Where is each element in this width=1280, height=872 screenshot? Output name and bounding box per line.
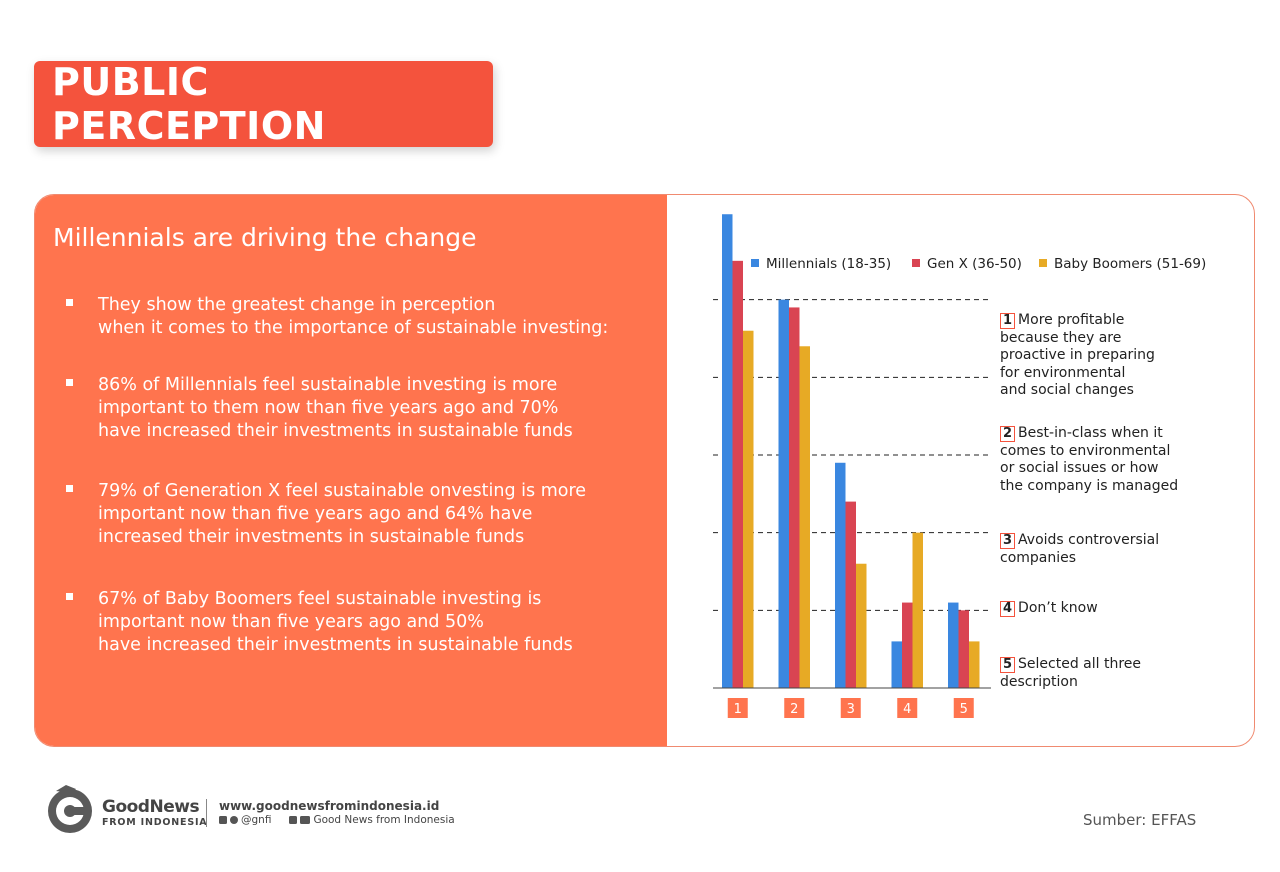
description-text: or social issues or how — [1000, 460, 1159, 476]
bar-1-3 — [835, 462, 846, 688]
description-text: comes to environmental — [1000, 442, 1171, 459]
legend-label: Millennials (18-35) — [766, 256, 891, 272]
bullet-text-line: important now than five years ago and 50… — [98, 612, 484, 632]
category-tick-box — [784, 698, 805, 718]
bullet-marker — [66, 299, 73, 306]
description-text: Don’t know — [1018, 600, 1098, 616]
legend-label: Baby Boomers (51-69) — [1054, 256, 1206, 272]
content-card: Millennials are driving the change They … — [34, 194, 1255, 747]
footer-divider — [206, 799, 207, 827]
description-number: 5 — [1000, 657, 1016, 673]
description-text: the company is managed — [1000, 477, 1179, 494]
bullet-item: 79% of Generation X feel sustainable onv… — [66, 480, 643, 549]
twitter-icon[interactable] — [219, 816, 227, 824]
bar-2-3 — [845, 501, 856, 688]
bullet-text-line: 67% of Baby Boomers feel sustainable inv… — [98, 589, 542, 609]
bar-2-5 — [958, 610, 969, 688]
dragon-logo-icon — [48, 785, 92, 833]
bullet-text-line: have increased their investments in sust… — [98, 421, 573, 441]
legend-swatch — [751, 259, 759, 267]
bullet-item: 67% of Baby Boomers feel sustainable inv… — [66, 588, 643, 657]
bullet-item: They show the greatest change in percept… — [66, 294, 643, 340]
bar-3-5 — [969, 641, 980, 688]
category-tick-box — [840, 698, 861, 718]
bullet-text-line: increased their investments in sustainab… — [98, 527, 525, 547]
summary-panel: Millennials are driving the change They … — [35, 195, 667, 746]
description-text: and social changes — [1000, 382, 1134, 398]
description-text: More profitable — [1018, 312, 1125, 328]
bar-3-1 — [743, 330, 754, 688]
category-tick-box — [897, 698, 918, 718]
legend-swatch — [912, 259, 920, 267]
bar-3-4 — [912, 532, 923, 688]
description-text: companies — [1000, 549, 1077, 566]
legend-label: Gen X (36-50) — [927, 256, 1022, 272]
page-title: PUBLIC PERCEPTION — [52, 60, 326, 148]
bar-3-3 — [856, 563, 867, 688]
description-text: because they are — [1000, 329, 1122, 346]
category-tick-box — [953, 698, 974, 718]
bullet-text-line: 86% of Millennials feel sustainable inve… — [98, 375, 558, 395]
brand-name: GoodNews — [102, 797, 200, 817]
description-item-3: 3 Avoids controversial companies — [1000, 532, 1200, 567]
bullet-text-line: 79% of Generation X feel sustainable onv… — [98, 481, 587, 501]
bar-1-4 — [891, 641, 902, 688]
bullet-marker — [66, 485, 73, 492]
description-item-1: 1 More profitable because they are proact… — [1000, 312, 1200, 400]
source-credit: Sumber: EFFAS — [1083, 811, 1197, 829]
description-number: 4 — [1000, 601, 1016, 617]
instagram-icon[interactable] — [230, 816, 238, 824]
category-tick-box — [727, 698, 748, 718]
description-item-4: 4 Don’t know — [1000, 600, 1200, 618]
social-page-name[interactable]: Good News from Indonesia — [313, 814, 455, 826]
bar-chart: 1 2 3 4 5 Millennials (18-35) Gen X (36-50) Bab… — [713, 214, 1206, 718]
facebook-icon[interactable] — [289, 816, 298, 824]
description-text: for environmental — [1000, 364, 1126, 381]
legend-swatch — [1039, 259, 1047, 267]
bar-1-2 — [778, 299, 789, 688]
description-text: description — [1000, 673, 1078, 690]
title-banner: PUBLIC PERCEPTION — [34, 60, 493, 148]
bullet-text-line: important to them now than five years ag… — [98, 398, 559, 418]
bullet-text-line: when it comes to the importance of susta… — [98, 318, 609, 338]
category-tick-label: 5 — [960, 702, 968, 717]
bar-3-2 — [799, 346, 810, 688]
category-tick-label: 2 — [790, 702, 798, 717]
website-link[interactable]: www.goodnewsfromindonesia.id — [219, 799, 440, 813]
bar-2-1 — [732, 260, 743, 688]
bar-2-4 — [902, 602, 913, 688]
bar-1-1 — [722, 214, 733, 688]
description-number: 3 — [1000, 533, 1016, 549]
bar-2-2 — [789, 307, 800, 688]
description-item-2: 2 Best-in-class when it comes to environm… — [1000, 425, 1200, 495]
summary-title: Millennials are driving the change — [53, 223, 477, 252]
category-tick-label: 1 — [734, 702, 742, 717]
description-number: 1 — [1000, 313, 1016, 329]
description-number: 2 — [1000, 426, 1016, 442]
bullet-item: 86% of Millennials feel sustainable inve… — [66, 374, 643, 443]
bullet-text-line: They show the greatest change in percept… — [98, 295, 496, 315]
bullet-text-line: important now than five years ago and 64… — [98, 504, 533, 524]
category-tick-label: 4 — [903, 702, 911, 717]
bullet-text-line: have increased their investments in sust… — [98, 635, 573, 655]
brand-subtitle: FROM INDONESIA — [102, 817, 208, 828]
category-tick-label: 3 — [847, 702, 855, 717]
bullet-marker — [66, 593, 73, 600]
description-text: Selected all three — [1018, 656, 1142, 672]
description-text: Best-in-class when it — [1018, 425, 1163, 441]
description-text: Avoids controversial — [1018, 532, 1160, 548]
youtube-icon[interactable] — [300, 816, 311, 824]
social-handle[interactable]: @gnfi — [241, 814, 272, 826]
description-text: proactive in preparing — [1000, 347, 1155, 363]
description-item-5: 5 Selected all three description — [1000, 656, 1200, 691]
bullet-marker — [66, 379, 73, 386]
bar-1-5 — [948, 602, 959, 688]
social-row: @gnfi Good News from Indonesia — [219, 814, 455, 826]
